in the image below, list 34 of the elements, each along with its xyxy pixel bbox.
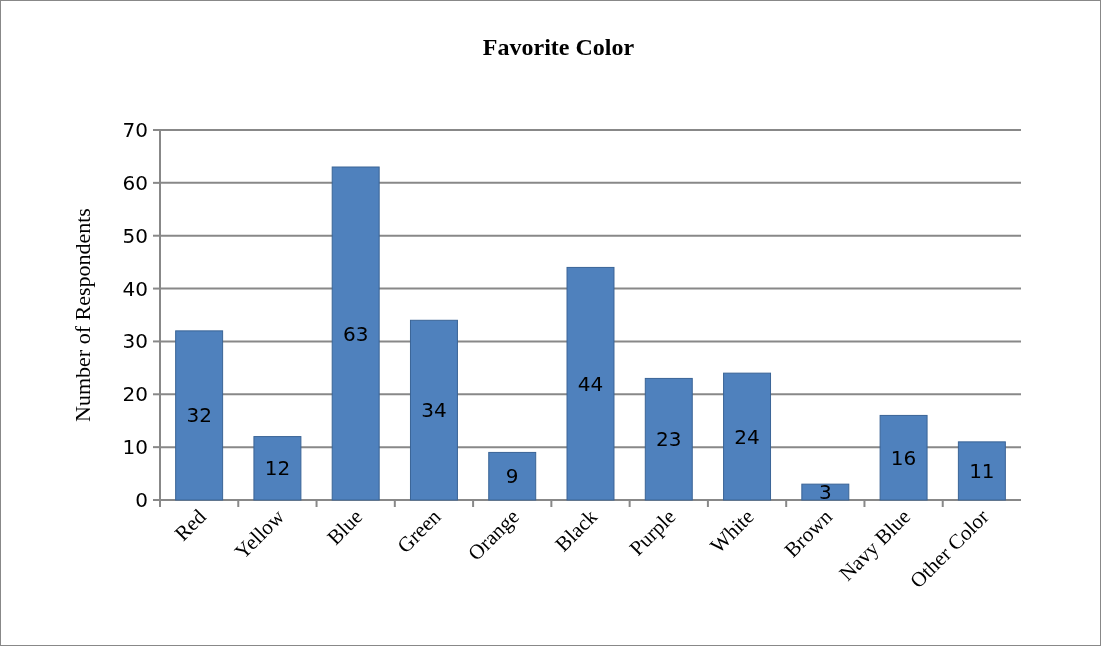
bar	[175, 330, 224, 501]
data-label: 63	[342, 321, 369, 346]
data-label: 32	[186, 403, 212, 428]
y-tick-label: 60	[122, 170, 148, 195]
chart-title: Favorite Color	[482, 34, 635, 60]
data-label: 11	[969, 458, 995, 483]
bar	[409, 319, 458, 501]
y-axis-title: Number of Respondents	[70, 208, 95, 422]
bar	[723, 372, 772, 501]
bar	[331, 166, 380, 501]
bar	[253, 436, 302, 501]
bar	[488, 451, 537, 501]
bar	[644, 377, 693, 501]
y-tick-label: 30	[122, 329, 148, 354]
data-label: 34	[421, 398, 447, 423]
y-tick-label: 0	[135, 488, 148, 512]
bar	[566, 266, 615, 501]
data-label: 16	[890, 445, 917, 470]
data-label: 24	[734, 424, 760, 449]
y-tick-label: 50	[122, 223, 148, 248]
y-tick-label: 40	[122, 276, 148, 301]
data-label: 9	[505, 464, 519, 489]
data-label: 23	[656, 427, 682, 452]
y-tick-label: 10	[122, 435, 148, 460]
x-tick-label: Red	[169, 504, 212, 546]
y-tick-label: 20	[122, 382, 148, 407]
data-label: 12	[264, 456, 291, 481]
bar	[957, 441, 1006, 501]
y-tick-label: 70	[122, 118, 148, 142]
bar	[879, 414, 928, 501]
x-tick-label: Blue	[322, 504, 368, 550]
bar	[801, 483, 850, 501]
data-label: 3	[818, 480, 832, 505]
data-label: 44	[577, 371, 604, 396]
